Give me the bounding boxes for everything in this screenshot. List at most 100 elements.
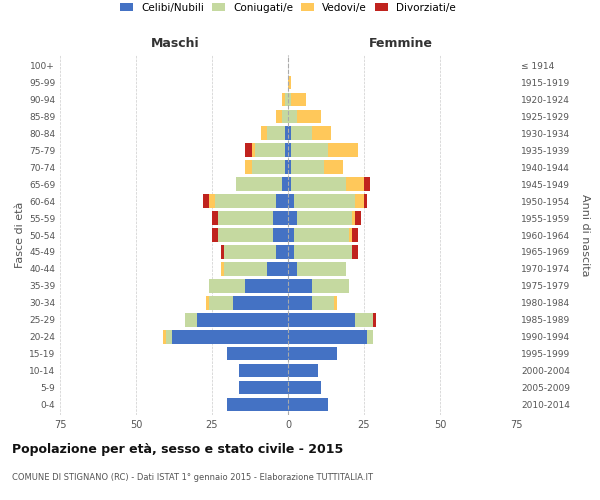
Bar (254, 144, 285, 156)
Bar (166, 330, 172, 344)
Bar (273, 212, 288, 224)
Bar (288, 228, 294, 241)
Bar (294, 194, 355, 207)
Bar (215, 194, 276, 207)
Bar (294, 228, 349, 241)
Bar (209, 194, 215, 207)
Bar (285, 160, 288, 173)
Bar (224, 262, 267, 276)
Bar (288, 280, 313, 292)
Bar (288, 364, 319, 378)
Bar (218, 212, 273, 224)
Bar (221, 246, 224, 258)
Bar (288, 110, 297, 123)
Bar (288, 398, 328, 411)
Bar (355, 212, 361, 224)
Bar (355, 194, 364, 207)
Bar (276, 194, 288, 207)
Bar (273, 228, 288, 241)
Bar (294, 246, 352, 258)
Bar (288, 296, 313, 310)
Bar (267, 126, 285, 140)
Bar (260, 126, 267, 140)
Bar (245, 144, 251, 156)
Y-axis label: Fasce di età: Fasce di età (15, 202, 25, 268)
Bar (282, 92, 285, 106)
Bar (288, 76, 291, 89)
Bar (288, 160, 291, 173)
Legend: Celibi/Nubili, Coniugati/e, Vedovi/e, Divorziati/e: Celibi/Nubili, Coniugati/e, Vedovi/e, Di… (120, 2, 456, 12)
Bar (291, 92, 306, 106)
Text: Popolazione per età, sesso e stato civile - 2015: Popolazione per età, sesso e stato civil… (12, 442, 343, 456)
Bar (288, 262, 297, 276)
Bar (288, 92, 291, 106)
Y-axis label: Anni di nascita: Anni di nascita (580, 194, 590, 276)
Bar (218, 228, 273, 241)
Bar (209, 296, 233, 310)
Bar (185, 314, 197, 326)
Bar (282, 110, 288, 123)
Bar (288, 246, 294, 258)
Bar (206, 296, 209, 310)
Bar (297, 110, 322, 123)
Bar (291, 144, 328, 156)
Bar (276, 110, 282, 123)
Text: Maschi: Maschi (151, 37, 200, 50)
Bar (291, 178, 346, 190)
Bar (325, 160, 343, 173)
Bar (251, 160, 285, 173)
Bar (288, 178, 291, 190)
Bar (288, 194, 294, 207)
Text: COMUNE DI STIGNANO (RC) - Dati ISTAT 1° gennaio 2015 - Elaborazione TUTTITALIA.I: COMUNE DI STIGNANO (RC) - Dati ISTAT 1° … (12, 472, 373, 482)
Bar (288, 347, 337, 360)
Bar (334, 296, 337, 310)
Bar (224, 246, 276, 258)
Bar (239, 381, 288, 394)
Bar (297, 262, 346, 276)
Bar (221, 262, 224, 276)
Bar (212, 212, 218, 224)
Bar (313, 296, 334, 310)
Text: Femmine: Femmine (368, 37, 433, 50)
Bar (352, 212, 355, 224)
Bar (291, 160, 325, 173)
Bar (288, 314, 355, 326)
Bar (251, 144, 254, 156)
Bar (172, 330, 288, 344)
Bar (355, 314, 373, 326)
Bar (288, 144, 291, 156)
Bar (352, 228, 358, 241)
Bar (346, 178, 364, 190)
Bar (313, 280, 349, 292)
Bar (364, 194, 367, 207)
Bar (282, 178, 288, 190)
Bar (328, 144, 358, 156)
Bar (267, 262, 288, 276)
Bar (288, 126, 291, 140)
Bar (163, 330, 166, 344)
Bar (285, 144, 288, 156)
Bar (227, 398, 288, 411)
Bar (233, 296, 288, 310)
Bar (276, 246, 288, 258)
Bar (245, 160, 251, 173)
Bar (349, 228, 352, 241)
Bar (285, 92, 288, 106)
Bar (364, 178, 370, 190)
Bar (239, 364, 288, 378)
Bar (212, 228, 218, 241)
Bar (291, 126, 313, 140)
Bar (236, 178, 282, 190)
Bar (203, 194, 209, 207)
Bar (288, 381, 322, 394)
Bar (209, 280, 245, 292)
Bar (288, 330, 367, 344)
Bar (245, 280, 288, 292)
Bar (297, 212, 352, 224)
Bar (373, 314, 376, 326)
Bar (227, 347, 288, 360)
Bar (285, 126, 288, 140)
Bar (367, 330, 373, 344)
Bar (288, 212, 297, 224)
Bar (197, 314, 288, 326)
